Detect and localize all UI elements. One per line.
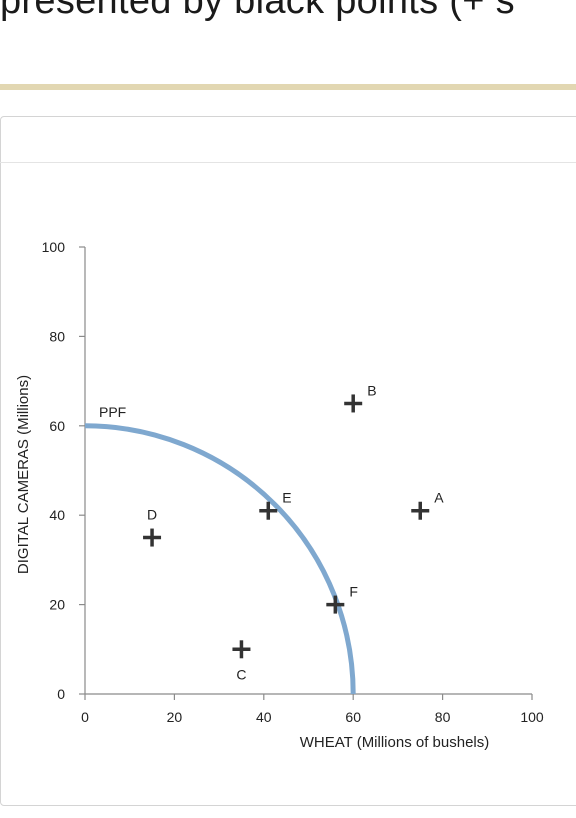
header-rule <box>0 84 576 90</box>
y-tick-label: 80 <box>49 328 65 344</box>
point-label: E <box>282 490 291 506</box>
point-label: B <box>367 382 376 398</box>
axes <box>84 247 532 695</box>
point-label: C <box>236 666 246 682</box>
chart-panel <box>0 116 576 806</box>
point-label: A <box>434 490 444 506</box>
point-label: F <box>349 584 358 600</box>
y-tick-label: 40 <box>49 507 65 523</box>
point-b: B <box>344 382 377 413</box>
x-tick-label: 0 <box>81 709 89 725</box>
ppf-curve-label: PPF <box>99 404 126 420</box>
x-tick-label: 60 <box>345 709 361 725</box>
y-axis-title: DIGITAL CAMERAS (Millions) <box>15 375 32 574</box>
ppf-curve-layer: PPF <box>84 404 356 695</box>
y-tick-label: 20 <box>49 597 65 613</box>
x-tick-label: 40 <box>256 709 272 725</box>
y-tick-label: 0 <box>57 686 65 702</box>
y-tick-label: 60 <box>49 418 65 434</box>
x-tick-label: 20 <box>167 709 183 725</box>
point-a: A <box>411 490 444 520</box>
points-layer: A B C D E F <box>143 382 444 682</box>
point-label: D <box>147 507 157 523</box>
x-tick-label: 80 <box>435 709 451 725</box>
panel-divider <box>0 162 576 163</box>
x-axis-title: WHEAT (Millions of bushels) <box>300 734 490 751</box>
point-d: D <box>143 507 162 547</box>
y-tick-label: 100 <box>42 239 66 255</box>
question-heading: presented by black points (+ s <box>0 0 515 22</box>
point-c: C <box>232 640 251 682</box>
ticks: 0 20 40 60 80 100 0 20 40 60 80 100 <box>42 239 544 725</box>
point-e: E <box>259 490 292 520</box>
x-tick-label: 100 <box>520 709 544 725</box>
ppf-curve <box>84 423 356 695</box>
point-f: F <box>326 584 358 614</box>
